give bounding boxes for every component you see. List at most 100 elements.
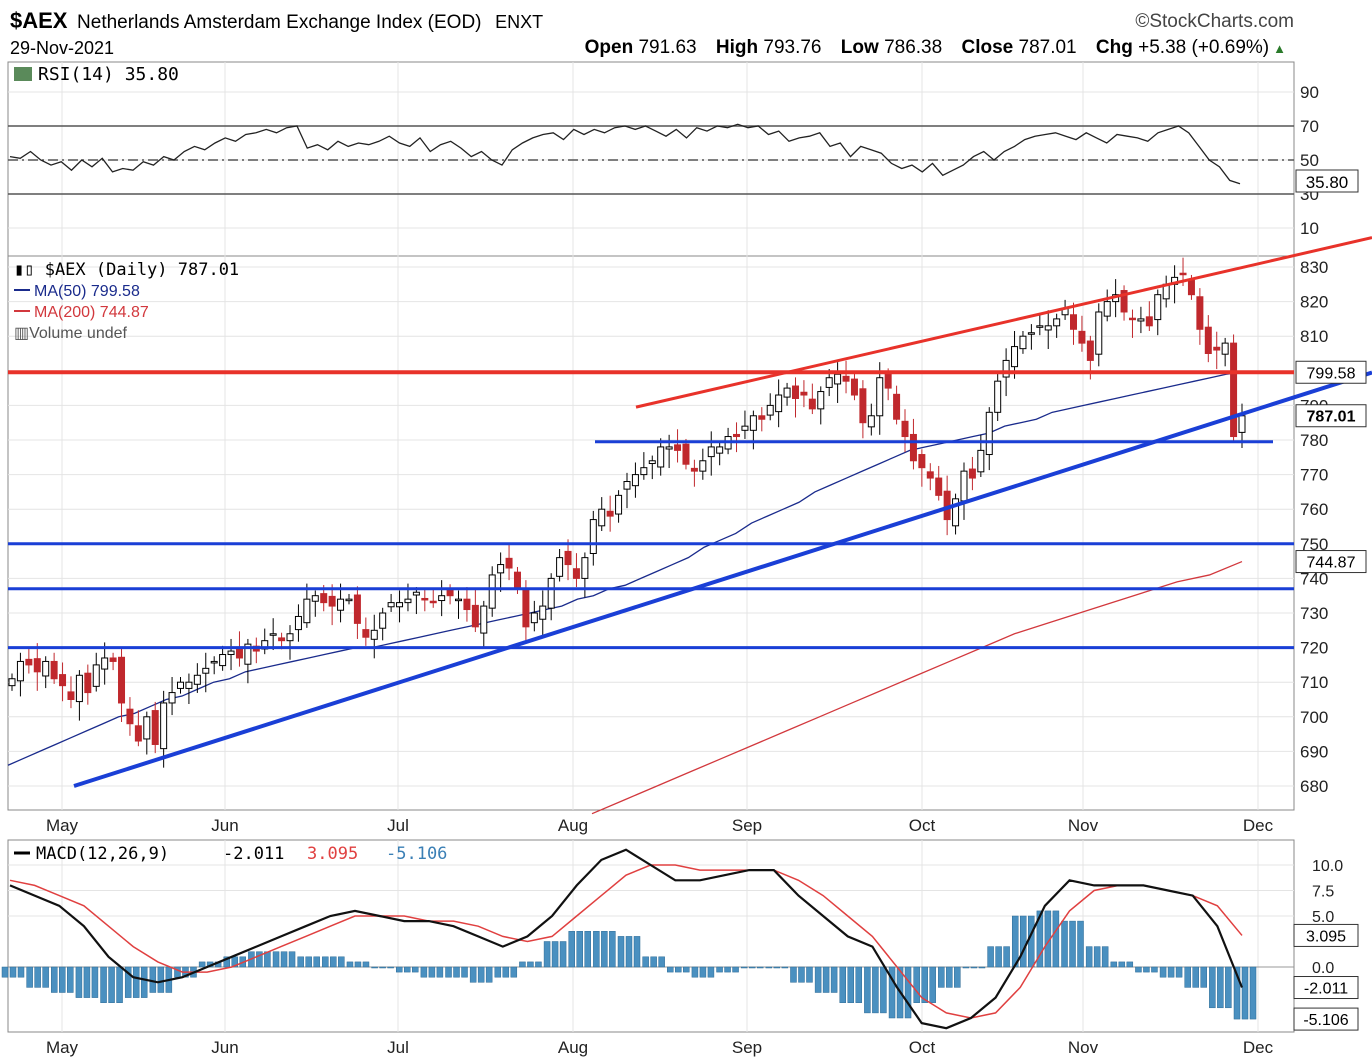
macd-histogram-bar — [617, 936, 625, 968]
candle-body — [893, 393, 901, 420]
macd-histogram-bar — [1143, 966, 1150, 973]
price-tick-label: 690 — [1300, 742, 1328, 761]
macd-histogram-bar — [485, 966, 493, 983]
macd-tag: 3.095 — [1306, 928, 1346, 945]
candle-body — [589, 519, 597, 554]
candle-body — [412, 591, 420, 596]
x-tick-label: May — [46, 1038, 79, 1057]
macd-histogram-bar — [453, 966, 460, 978]
price-tick-label: 720 — [1300, 639, 1328, 658]
price-tag-box — [1295, 360, 1367, 384]
macd-histogram-bar — [691, 966, 699, 978]
macd-histogram-bar — [740, 966, 748, 969]
candle-body — [766, 404, 774, 416]
price-tick-label: 730 — [1300, 604, 1328, 623]
candle-body — [842, 375, 850, 382]
chg-label: Chg — [1095, 37, 1133, 58]
macd-histogram-bar — [716, 966, 723, 973]
macd-histogram-bar — [67, 966, 74, 993]
candle-body — [859, 388, 867, 424]
candle-body — [547, 577, 555, 609]
macd-histogram-bar — [938, 966, 945, 988]
macd-histogram-bar — [773, 966, 781, 969]
candle-body — [825, 377, 833, 388]
macd-histogram-bar — [297, 956, 304, 968]
macd-histogram-bar — [1077, 920, 1084, 968]
candle-body — [749, 415, 757, 431]
candle-body — [994, 380, 1002, 413]
x-tick-label: Oct — [909, 816, 936, 835]
x-tick-label: Sep — [732, 816, 762, 835]
macd-histogram-bar — [658, 956, 665, 968]
candle-body — [1044, 325, 1052, 331]
macd-histogram-bar — [1151, 966, 1158, 973]
macd-histogram-bar — [699, 966, 707, 978]
macd-histogram-bar — [675, 966, 682, 973]
macd-histogram-bar — [1241, 966, 1249, 1020]
candle-body — [960, 470, 968, 502]
candle-body — [278, 637, 286, 642]
macd-histogram-bar — [100, 966, 107, 1003]
macd-histogram-bar — [584, 931, 591, 968]
macd-histogram-bar — [140, 966, 148, 998]
candle-body — [353, 594, 361, 624]
candle-body — [387, 602, 395, 608]
macd-histogram-bar — [707, 966, 715, 978]
candle-body — [471, 604, 479, 628]
candle-body — [657, 446, 665, 468]
candle-body — [800, 391, 808, 396]
macd-histogram-bar — [995, 946, 1002, 968]
rsi-value-tag: 35.80 — [1306, 173, 1349, 192]
macd-histogram-bar — [322, 956, 329, 968]
macd-histogram-bar — [1085, 946, 1093, 968]
macd-legend: MACD(12,26,9) — [36, 844, 169, 864]
candle-body — [1204, 326, 1212, 355]
macd-histogram-bar — [198, 961, 206, 968]
macd-histogram-bar — [683, 966, 690, 973]
candle-body — [1019, 335, 1027, 350]
candle-body — [556, 557, 564, 577]
macd-histogram-bar — [601, 931, 608, 968]
candle-body — [42, 660, 50, 677]
macd-histogram-bar — [91, 966, 99, 998]
price-tick-label: 820 — [1300, 293, 1328, 312]
candle-body — [674, 444, 682, 451]
macd-histogram-bar — [864, 966, 871, 1014]
macd-histogram-bar — [921, 966, 928, 1003]
candle-body — [210, 660, 218, 664]
macd-histogram-bar — [1209, 966, 1216, 1009]
rsi-legend-icon — [14, 67, 32, 81]
candle-body — [328, 595, 336, 607]
macd-histogram-bar — [1093, 946, 1101, 968]
macd-histogram-bar — [469, 966, 477, 983]
macd-histogram-bar — [280, 951, 288, 968]
x-tick-label: Dec — [1243, 1038, 1274, 1057]
candle-body — [606, 510, 614, 517]
macd-histogram-bar — [880, 966, 887, 1014]
macd-histogram-bar — [313, 956, 320, 968]
price-tick-label: 710 — [1300, 673, 1328, 692]
low-value: 786.38 — [884, 37, 943, 58]
macd-histogram-bar — [551, 941, 559, 968]
macd-histogram-bar — [502, 966, 510, 978]
price-tick-label: 830 — [1300, 258, 1328, 277]
candle-body — [67, 691, 75, 701]
x-tick-label: Dec — [1243, 816, 1274, 835]
macd-histogram-bar — [9, 966, 17, 978]
candle-body — [101, 657, 109, 670]
candle-body — [581, 557, 589, 579]
candle-body — [631, 474, 639, 487]
price-tag: 787.01 — [1307, 409, 1356, 426]
macd-histogram-bar — [1159, 966, 1167, 978]
macd-histogram-legend-value: -5.106 — [386, 844, 447, 864]
candle-body — [615, 494, 623, 515]
candle-body — [539, 605, 547, 620]
macd-histogram-bar — [929, 966, 936, 1003]
price-tick-label: 810 — [1300, 327, 1328, 346]
x-tick-label: Jul — [387, 816, 409, 835]
candle-body — [926, 471, 934, 479]
macd-histogram-bar — [288, 951, 296, 968]
macd-histogram-bar — [790, 966, 797, 983]
macd-histogram-bar — [330, 956, 337, 968]
rsi-line — [9, 123, 1241, 185]
